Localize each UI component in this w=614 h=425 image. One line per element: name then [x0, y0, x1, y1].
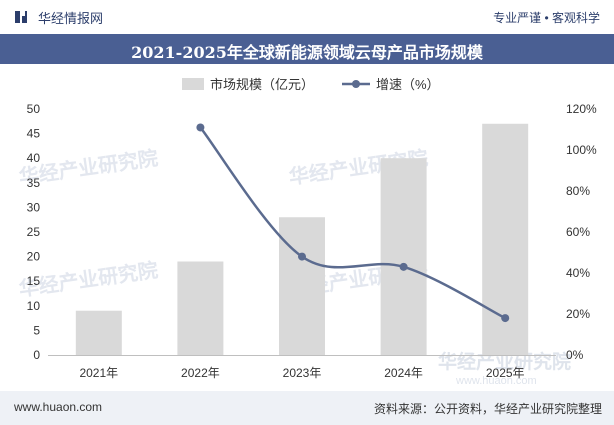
legend-marker-line: [352, 80, 360, 88]
x-tick-label: 2023年: [283, 366, 322, 380]
y-left-tick-label: 15: [27, 274, 41, 288]
top-bar: 华经情报网 专业严谨 • 客观科学: [0, 0, 614, 34]
footer-url: www.huaon.com: [14, 400, 103, 414]
y-left-tick-label: 10: [27, 299, 41, 313]
x-tick-label: 2022年: [181, 366, 220, 380]
bar: [380, 158, 427, 355]
bar: [75, 310, 122, 355]
growth-point: [298, 252, 306, 261]
y-right-tick-label: 120%: [566, 102, 597, 116]
growth-point: [399, 262, 408, 271]
x-tick-label: 2021年: [79, 366, 118, 380]
logo-icon: [15, 11, 27, 23]
y-right-tick-label: 0%: [566, 348, 584, 362]
y-left-tick-label: 5: [33, 323, 40, 337]
y-left-tick-label: 20: [27, 250, 41, 264]
x-tick-label: 2024年: [384, 366, 423, 380]
x-tick-label: 2025年: [486, 366, 525, 380]
footer-source: 资料来源：公开资料，华经产业研究院整理: [373, 402, 602, 416]
brand-name: 华经情报网: [38, 11, 104, 26]
legend-swatch-bar: [182, 78, 204, 90]
y-left-tick-label: 35: [27, 176, 41, 190]
bar: [177, 261, 224, 355]
y-left-tick-label: 30: [27, 200, 41, 214]
growth-point: [501, 314, 510, 323]
y-left-tick-label: 0: [33, 348, 40, 362]
legend-label-line: 增速（%）: [376, 77, 440, 92]
y-left-tick-label: 40: [27, 151, 41, 165]
y-left-tick-label: 50: [27, 102, 41, 116]
slogan: 专业严谨 • 客观科学: [493, 11, 600, 25]
growth-point: [196, 123, 205, 132]
y-right-tick-label: 100%: [566, 143, 597, 157]
y-right-tick-label: 60%: [566, 225, 590, 239]
watermark-url: www.huaon.com: [455, 375, 537, 387]
footer: www.huaon.com 资料来源：公开资料，华经产业研究院整理: [0, 391, 614, 425]
title-bar: 2021-2025年全球新能源领域云母产品市场规模: [0, 34, 614, 64]
bar: [279, 217, 325, 355]
y-right-tick-label: 80%: [566, 184, 590, 198]
y-right-tick-label: 40%: [566, 266, 590, 280]
growth-line: [199, 126, 506, 320]
y-left-tick-label: 25: [27, 225, 41, 239]
y-right-tick-label: 20%: [566, 307, 590, 321]
chart-title: 2021-2025年全球新能源领域云母产品市场规模: [131, 43, 483, 62]
y-left-tick-label: 45: [27, 127, 41, 141]
legend-label-bar: 市场规模（亿元）: [210, 77, 314, 92]
